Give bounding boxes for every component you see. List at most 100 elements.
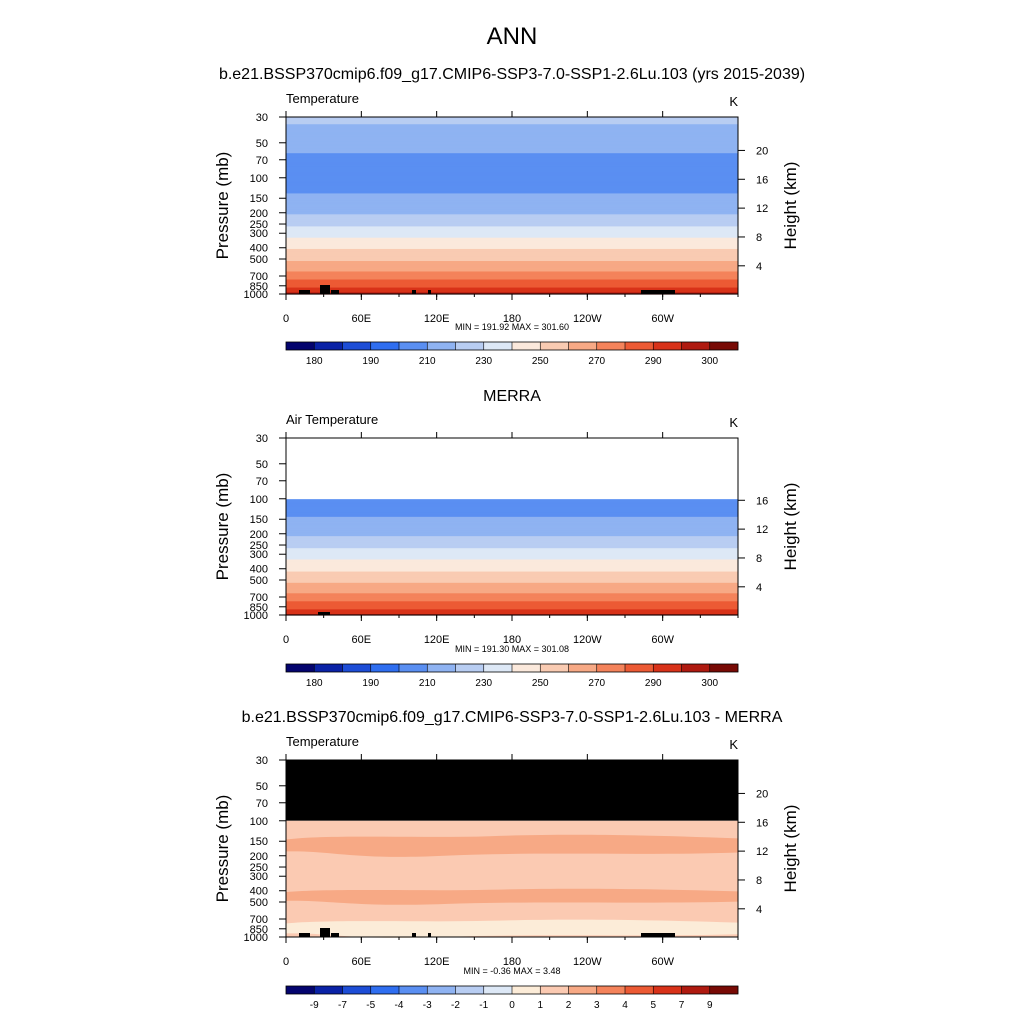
y2-tick-label: 16 (756, 495, 768, 507)
field-band (286, 149, 738, 151)
colorbar-swatch (286, 664, 315, 672)
field-band (286, 256, 738, 259)
y-tick-label: 200 (250, 851, 268, 863)
field-band (286, 592, 738, 594)
colorbar-swatch (314, 986, 343, 994)
field-band (286, 193, 738, 195)
topography-mask (428, 933, 431, 937)
field-band (286, 505, 738, 507)
field-band (286, 158, 738, 160)
field-band (286, 259, 738, 261)
panel-1: b.e21.BSSP370cmip6.f09_g17.CMIP6-SSP3-7.… (213, 66, 805, 367)
field-band (286, 242, 738, 244)
field-band (286, 258, 738, 260)
field-band (286, 223, 738, 225)
field-band (286, 227, 738, 229)
field-band (286, 254, 738, 256)
field-band (286, 252, 738, 255)
y-tick-label: 1000 (244, 289, 268, 301)
field-band (286, 527, 738, 529)
y-tick-label: 30 (256, 433, 268, 445)
field-band (286, 147, 738, 149)
field-band (286, 277, 738, 279)
panel-3: b.e21.BSSP370cmip6.f09_g17.CMIP6-SSP3-7.… (213, 709, 800, 1011)
colorbar-label: 290 (645, 678, 662, 689)
field-band (286, 247, 738, 249)
y2-tick-label: 8 (756, 553, 762, 565)
colorbar-label: 290 (645, 356, 662, 367)
field-band (286, 134, 738, 137)
field-band (286, 548, 738, 550)
x-tick-label: 180 (503, 956, 521, 968)
x-tick-label: 60E (352, 313, 372, 325)
field-band (286, 579, 738, 581)
field-band (286, 272, 738, 274)
y2-tick-label: 4 (756, 904, 762, 916)
field-band (286, 213, 738, 215)
field-band (286, 570, 738, 573)
field-band (286, 545, 738, 548)
field-band (286, 271, 738, 273)
y2-tick-label: 8 (756, 232, 762, 244)
field-band (286, 174, 738, 177)
y-tick-label: 70 (256, 798, 268, 810)
colorbar-swatch (512, 664, 541, 672)
field-band (286, 170, 738, 173)
colorbar-label: -1 (479, 1000, 488, 1011)
field-band (286, 575, 738, 577)
field-band (286, 584, 738, 586)
colorbar-swatch (455, 664, 485, 672)
colorbar-label: 180 (306, 356, 323, 367)
field-band (286, 171, 738, 174)
field-band (286, 529, 738, 532)
field-band (286, 178, 738, 181)
field-band (286, 569, 738, 572)
field-band (286, 500, 738, 503)
colorbar-swatch (314, 342, 343, 350)
x-tick-label: 0 (283, 313, 289, 325)
field-band (286, 224, 738, 226)
colorbar-label: 270 (588, 678, 605, 689)
field-band (286, 161, 738, 163)
field-band (286, 126, 738, 129)
field-band (286, 582, 738, 585)
field-band (286, 515, 738, 517)
field-band (286, 173, 738, 175)
field-band (286, 291, 738, 293)
colorbar-label: -7 (338, 1000, 347, 1011)
field-band (286, 576, 738, 578)
panel-2-colorbar: 180 190 210 230 250 270 290 300 (285, 663, 739, 689)
x-tick-label: 120E (424, 313, 450, 325)
field-band (286, 564, 738, 566)
field-band (286, 557, 738, 560)
field-band (286, 280, 738, 282)
field-band (286, 506, 738, 508)
field-band (286, 255, 738, 257)
field-band (286, 521, 738, 524)
colorbar-swatch (709, 664, 739, 672)
y-tick-label: 1000 (244, 932, 268, 944)
y-tick-label: 500 (250, 897, 268, 909)
topography-mask (428, 290, 431, 294)
field-band (286, 210, 738, 212)
field-band (286, 511, 738, 513)
colorbar-label: 230 (475, 678, 492, 689)
field-band (286, 195, 738, 198)
field-band (286, 555, 738, 557)
field-band (286, 244, 738, 246)
field-band (286, 534, 738, 536)
field-band (286, 531, 738, 533)
x-tick-label: 120W (573, 634, 602, 646)
field-band (286, 545, 738, 547)
field-band (286, 561, 738, 563)
field-band (286, 285, 738, 287)
field-band (286, 240, 738, 242)
field-band (286, 525, 738, 528)
field-band (286, 539, 738, 541)
field-band (286, 201, 738, 203)
field-band (286, 186, 738, 188)
field-band (286, 133, 738, 136)
field-band (286, 169, 738, 171)
panel-2-stats: MIN = 191.30 MAX = 301.08 (455, 644, 569, 654)
field-band (286, 507, 738, 509)
